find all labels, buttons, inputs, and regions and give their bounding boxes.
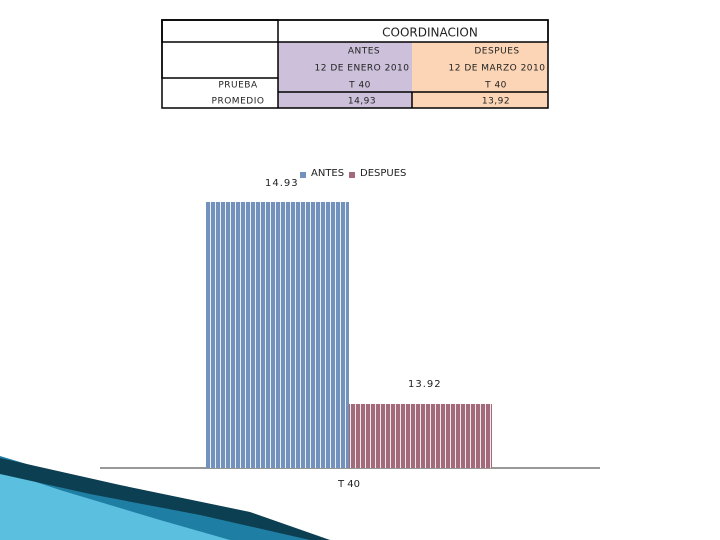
column-header: ANTES	[348, 47, 380, 57]
cell: 14,93	[348, 97, 376, 107]
decoration	[0, 470, 230, 540]
cell: T 40	[348, 81, 371, 91]
column-date: 12 DE MARZO 2010	[449, 64, 546, 74]
legend-label: DESPUES	[360, 168, 406, 179]
bar-texture	[206, 202, 349, 468]
legend-swatch	[349, 172, 355, 178]
table-corner	[161, 19, 279, 79]
cell-bg	[278, 42, 412, 108]
table-border	[161, 19, 549, 109]
row-header: PRUEBA	[218, 81, 258, 91]
data-label: 13.92	[408, 379, 442, 390]
table-title: COORDINACION	[382, 26, 478, 40]
chart: T 40 14.93 13.92 ANTES DESPUES	[206, 168, 492, 490]
decoration	[0, 458, 330, 540]
data-label: 14.93	[265, 178, 299, 189]
cell-bg	[412, 42, 548, 108]
column-header: DESPUES	[474, 47, 519, 57]
legend-label: ANTES	[311, 168, 344, 179]
bar-texture	[349, 404, 492, 468]
row-header: PROMEDIO	[212, 97, 265, 107]
table: COORDINACION ANTES DESPUES 12 DE ENERO 2…	[161, 19, 549, 109]
column-date: 12 DE ENERO 2010	[315, 64, 410, 74]
x-tick-label: T 40	[337, 479, 360, 490]
cell: T 40	[484, 81, 507, 91]
cell: 13,92	[482, 97, 510, 107]
legend-swatch	[300, 172, 306, 178]
table-header	[161, 19, 549, 43]
